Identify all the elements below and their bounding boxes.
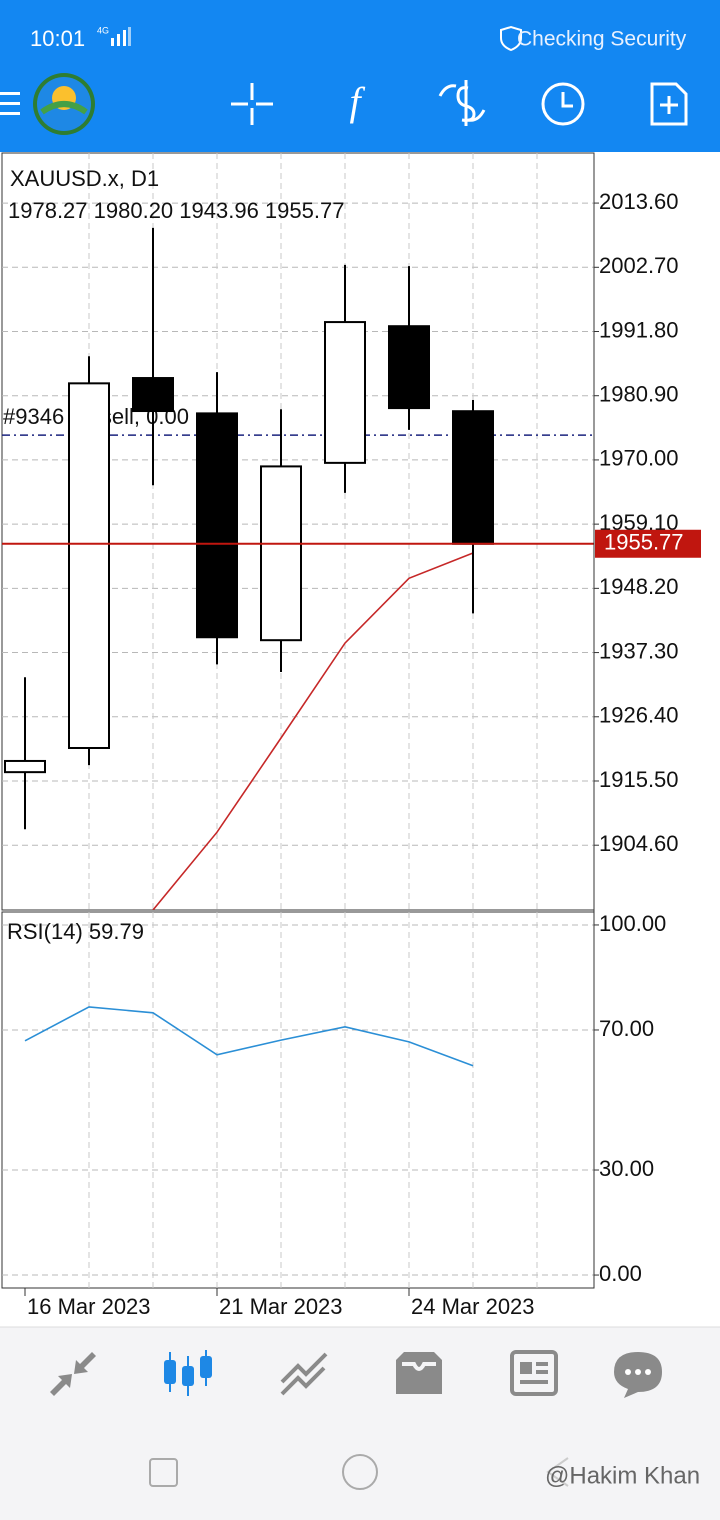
crosshair-button[interactable] bbox=[231, 83, 273, 125]
trade-tab[interactable] bbox=[280, 1352, 328, 1396]
rsi-line bbox=[24, 1006, 474, 1067]
trade-button[interactable] bbox=[438, 80, 486, 126]
menu-button[interactable] bbox=[0, 92, 20, 115]
signal-icon bbox=[111, 27, 131, 46]
x-tick-label: 21 Mar 2023 bbox=[219, 1294, 343, 1319]
y-tick-label: 100.00 bbox=[599, 911, 666, 936]
y-tick-label: 1926.40 bbox=[599, 703, 679, 728]
current-price-tag bbox=[595, 529, 701, 558]
status-time: 10:01 bbox=[30, 26, 85, 51]
history-tab[interactable] bbox=[396, 1352, 442, 1394]
y-tick-label: 1937.30 bbox=[599, 638, 679, 663]
candle-body bbox=[132, 377, 174, 413]
status-notice: Checking Security bbox=[517, 28, 687, 51]
y-tick-label: 70.00 bbox=[599, 1016, 654, 1041]
y-tick-label: 1980.90 bbox=[599, 382, 679, 407]
moving-average bbox=[152, 552, 474, 910]
y-tick-label: 2002.70 bbox=[599, 253, 679, 278]
current-price-label: 1955.77 bbox=[604, 530, 684, 555]
status-network: 4G bbox=[97, 25, 109, 35]
y-tick-label: 30.00 bbox=[599, 1156, 654, 1181]
bottom-area bbox=[0, 1327, 720, 1520]
y-tick-label: 1915.50 bbox=[599, 767, 679, 792]
quotes-tab[interactable] bbox=[50, 1352, 96, 1396]
candle-body bbox=[196, 412, 238, 639]
y-tick-label: 0.00 bbox=[599, 1261, 642, 1286]
home-button[interactable] bbox=[342, 1454, 378, 1490]
rsi-title: RSI(14) 59.79 bbox=[7, 919, 144, 944]
x-tick-label: 24 Mar 2023 bbox=[411, 1294, 535, 1319]
candle-body bbox=[452, 410, 494, 545]
shield-icon bbox=[500, 25, 522, 52]
y-tick-label: 1991.80 bbox=[599, 317, 679, 342]
x-tick-label: 16 Mar 2023 bbox=[27, 1294, 151, 1319]
y-tick-label: 1970.00 bbox=[599, 446, 679, 471]
new-order-button[interactable] bbox=[650, 82, 688, 126]
history-button[interactable] bbox=[541, 82, 585, 126]
y-tick-label: 2013.60 bbox=[599, 189, 679, 214]
app-header bbox=[0, 0, 720, 152]
back-button[interactable] bbox=[546, 1457, 569, 1487]
candle-body bbox=[324, 321, 366, 464]
candle-body bbox=[68, 382, 110, 749]
candle-body bbox=[388, 325, 430, 410]
news-tab[interactable] bbox=[510, 1350, 558, 1396]
y-tick-label: 1904.60 bbox=[599, 831, 679, 856]
candle-body bbox=[4, 759, 46, 774]
watermark: @Hakim Khan bbox=[545, 1462, 700, 1489]
chart-title: XAUUSD.x, D1 bbox=[10, 166, 159, 191]
candle-body bbox=[260, 465, 302, 642]
rsi-pane bbox=[1, 911, 595, 1289]
y-tick-label: 1948.20 bbox=[599, 574, 679, 599]
recents-button[interactable] bbox=[149, 1458, 178, 1487]
app-logo[interactable] bbox=[33, 73, 95, 135]
chat-tab[interactable] bbox=[614, 1352, 662, 1398]
ohlc-readout: 1978.27 1980.20 1943.96 1955.77 bbox=[8, 198, 344, 223]
chart-tab[interactable] bbox=[164, 1350, 212, 1396]
